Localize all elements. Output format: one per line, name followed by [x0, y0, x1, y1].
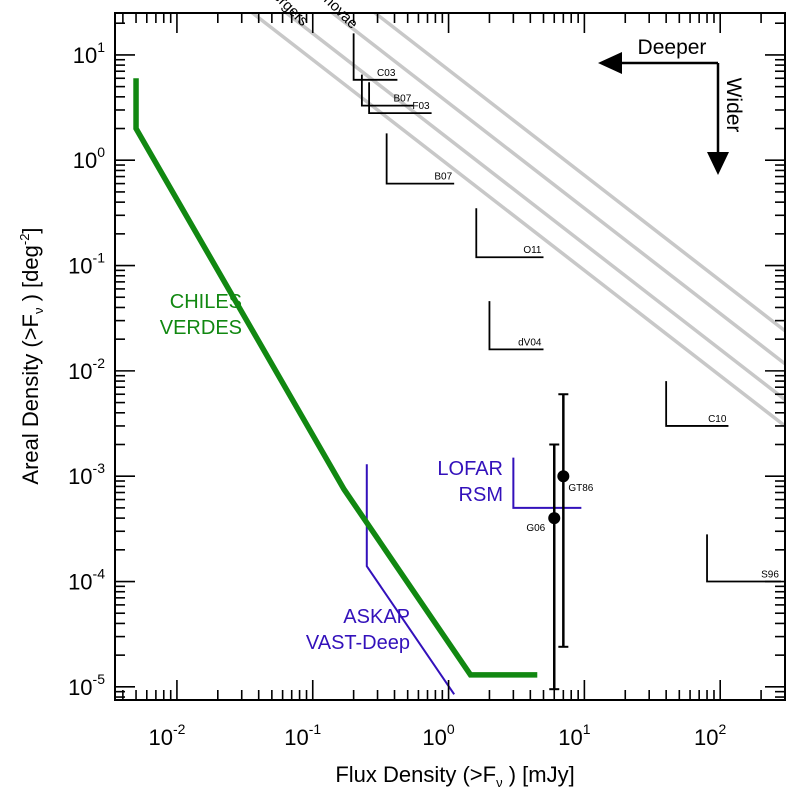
- y-tick-label: 100: [73, 144, 105, 173]
- diagonal-line: [329, 13, 785, 367]
- diagonal-line: [249, 13, 785, 429]
- x-tick-label: 10-2: [148, 721, 185, 750]
- survey-limit-label: C10: [708, 414, 727, 425]
- askap-line: [365, 464, 456, 695]
- y-tick-label: 10-2: [68, 355, 105, 384]
- survey-limit-marker: [665, 381, 729, 427]
- y-tick-label: 10-1: [68, 250, 105, 279]
- diagonal-lines: [249, 13, 785, 429]
- data-points: GT86 G06: [526, 393, 594, 691]
- askap-label: ASKAP: [343, 606, 410, 628]
- survey-limit-label: F03: [412, 101, 430, 112]
- survey-limit-label: S96: [761, 570, 779, 581]
- survey-limit-marker: [475, 208, 544, 259]
- y-tick-label: 10-4: [68, 566, 105, 595]
- diagonal-line-label: Orphan GRBs: [161, 0, 240, 1]
- survey-limit-label: B07: [434, 172, 452, 183]
- direction-arrows: Deeper Wider: [598, 36, 745, 175]
- chiles-line: [133, 78, 538, 678]
- lofar-label: LOFAR: [437, 458, 503, 480]
- axis-ticks: 10-2 10-1 100 101 102 10-5 10-4 10-3 10-2 10-1 100…: [68, 13, 786, 750]
- survey-limit-label: B07: [394, 94, 412, 105]
- chiles-label: CHILES: [170, 291, 242, 313]
- diagonal-line: [372, 13, 785, 334]
- survey-limit-marker: [368, 82, 432, 115]
- x-tick-label: 102: [694, 721, 726, 750]
- survey-limit-marker: [352, 33, 398, 81]
- wider-label: Wider: [722, 78, 745, 133]
- x-tick-label: 101: [558, 721, 590, 750]
- lofar-label: RSM: [459, 484, 503, 506]
- diagonal-line-labels: Swift J1644+57SupernovaeNS MergersOrphan…: [161, 0, 362, 32]
- survey-limit-marker: [488, 301, 544, 351]
- chiles-label: VERDES: [160, 317, 242, 339]
- survey-limit-label: dV04: [518, 337, 542, 348]
- data-point-label: G06: [526, 523, 545, 534]
- wider-arrowhead: [707, 152, 729, 175]
- data-point: [548, 512, 561, 525]
- y-tick-label: 101: [73, 39, 105, 68]
- plot-frame: [114, 12, 786, 701]
- deeper-arrowhead: [598, 52, 622, 74]
- lofar-line: [512, 457, 582, 509]
- survey-limit-marker: [385, 133, 455, 185]
- survey-limit-label: O11: [523, 245, 542, 256]
- survey-limit-label: C03: [377, 68, 396, 79]
- deeper-label: Deeper: [638, 36, 707, 59]
- survey-limit-marker: [706, 534, 781, 583]
- y-tick-label: 10-3: [68, 460, 105, 489]
- y-axis-title: Areal Density (>Fν ) [deg-2]: [17, 227, 46, 484]
- y-tick-label: 10-5: [68, 671, 105, 700]
- x-tick-label: 100: [422, 721, 454, 750]
- x-axis-title: Flux Density (>Fν ) [mJy]: [335, 762, 574, 790]
- askap-label: VAST-Deep: [306, 632, 410, 654]
- data-point: [557, 470, 570, 483]
- survey-limit-marker: [360, 74, 414, 107]
- series-labels: CHILES VERDES ASKAP VAST-Deep LOFAR RSM: [160, 291, 503, 654]
- plot-border: [114, 12, 786, 701]
- data-point-label: GT86: [568, 483, 593, 494]
- diagonal-line: [283, 13, 785, 402]
- series-lines: [133, 78, 582, 695]
- x-tick-label: 10-1: [284, 721, 321, 750]
